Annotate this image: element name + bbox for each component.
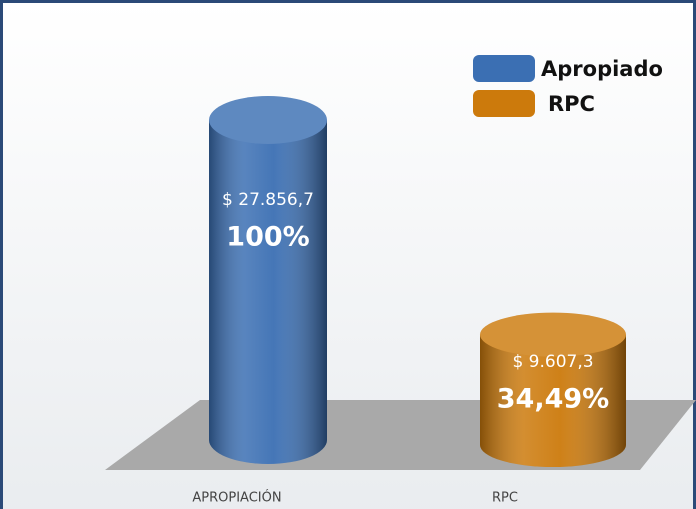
plot: $ 27.856,7 100% $ 9.607,3 34,49% APROPIACIÓN… (192, 55, 663, 506)
bar-top-light (480, 312, 626, 357)
legend-label: RPC (548, 92, 595, 116)
bar-top (480, 312, 626, 357)
percentage-label: 34,49% (497, 384, 609, 415)
legend-swatch (473, 55, 535, 82)
legend-label: Apropiado (541, 57, 663, 81)
x-tick-label: RPC (492, 491, 518, 506)
percentage-label: 100% (226, 222, 309, 253)
legend-swatch (473, 90, 535, 117)
bar-shade (209, 120, 327, 440)
x-tick-label: APROPIACIÓN (192, 490, 281, 506)
bar-top (209, 96, 327, 144)
bar-top-light (209, 96, 327, 144)
value-label: $ 9.607,3 (512, 352, 593, 372)
value-label: $ 27.856,7 (222, 190, 314, 210)
